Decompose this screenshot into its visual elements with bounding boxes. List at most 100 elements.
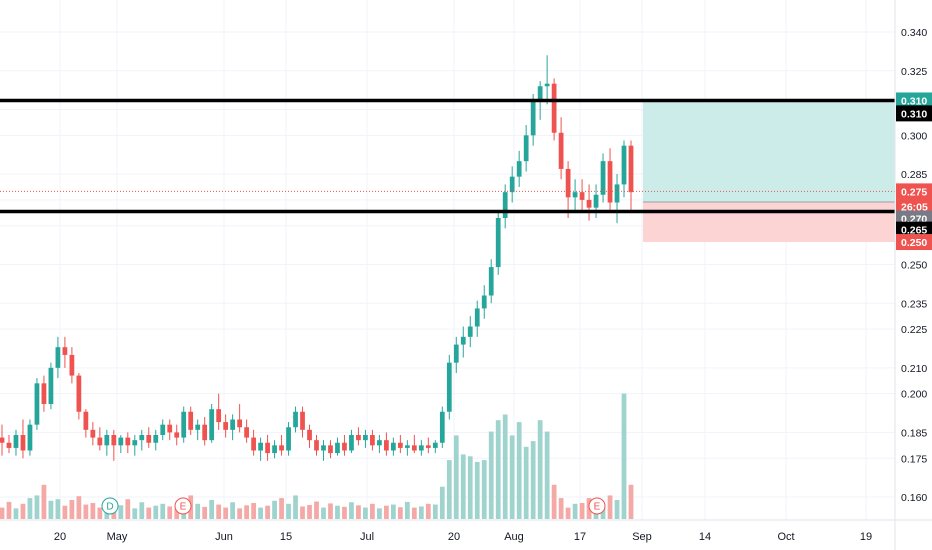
candle-body (286, 427, 291, 451)
candle-body (446, 362, 452, 412)
volume-bar (258, 507, 263, 519)
time-tick-label: Sep (632, 531, 652, 543)
volume-bar (132, 508, 138, 519)
candle-body (90, 429, 96, 438)
volume-bar (0, 507, 5, 519)
volume-bar (391, 504, 396, 519)
volume-bar (216, 504, 222, 519)
volume-bar (439, 486, 445, 519)
volume-bar (621, 393, 627, 519)
candle-body (251, 437, 256, 451)
target-zone (643, 100, 895, 202)
candle-body (544, 83, 550, 87)
candle-body (20, 435, 26, 451)
volume-bar (530, 441, 536, 519)
event-marker (588, 497, 606, 515)
volume-bar (62, 505, 68, 519)
time-tick-label: Aug (504, 531, 524, 543)
candle-body (181, 411, 187, 438)
volume-bar (251, 503, 256, 519)
volume-bar (488, 431, 494, 519)
volume-bar (307, 504, 312, 519)
price-tag-label: 0.310 (901, 108, 927, 120)
price-tag-label: 0.275 (901, 186, 927, 198)
candlesticks (0, 55, 634, 461)
price-tick-label: 0.200 (901, 389, 927, 401)
candle-body (537, 86, 543, 102)
volume-bar (209, 500, 215, 519)
candle-body (279, 445, 284, 451)
candle-body (118, 437, 124, 446)
volume-bar (174, 508, 180, 519)
volume-bar (34, 495, 40, 519)
volume-bar (244, 505, 249, 519)
stop-zone (643, 201, 895, 243)
candle-body (188, 411, 194, 430)
price-tick-label: 0.185 (901, 427, 927, 439)
candle-body (202, 424, 208, 441)
candle-body (586, 199, 592, 208)
candle-body (614, 184, 620, 203)
time-tick-label: 15 (280, 531, 292, 543)
price-tag (896, 183, 932, 200)
candle-body (621, 145, 627, 185)
volume-bar (356, 505, 361, 519)
volume-bar (237, 508, 242, 519)
volume-bars (0, 393, 634, 519)
volume-bar (363, 507, 368, 519)
candle-body (321, 445, 326, 451)
volume-bar (628, 484, 634, 519)
volume-bar (167, 506, 173, 519)
candle-body (418, 445, 424, 451)
candle-body (488, 267, 494, 296)
candle-body (628, 145, 634, 193)
event-marker (174, 497, 192, 515)
volume-bar (551, 484, 557, 519)
candle-body (132, 440, 138, 446)
price-tag (896, 221, 932, 238)
time-tick-label: 19 (860, 531, 872, 543)
candle-body (397, 442, 403, 448)
candle-body (83, 411, 89, 430)
volume-bar (6, 501, 12, 519)
volume-bar (230, 502, 236, 519)
volume-bar (565, 507, 571, 519)
candle-body (495, 218, 501, 268)
candle-body (104, 435, 110, 446)
candle-body (237, 419, 242, 428)
candle-body (125, 437, 131, 446)
candle-body (97, 437, 103, 446)
candle-body (481, 295, 487, 309)
volume-bar (314, 501, 319, 519)
candle-body (523, 135, 529, 162)
volume-bar (328, 503, 333, 519)
candle-body (195, 424, 201, 430)
volume-bar (195, 503, 201, 519)
candle-body (139, 435, 145, 441)
candle-body (335, 442, 340, 454)
volume-bar (335, 505, 340, 519)
price-tick-label: 0.235 (901, 298, 927, 310)
volume-bar (544, 431, 550, 519)
volume-bar (453, 435, 459, 519)
candle-body (13, 435, 19, 448)
volume-bar (13, 508, 19, 519)
volume-bar (48, 500, 54, 519)
price-tag (896, 92, 932, 109)
volume-bar (384, 505, 389, 519)
price-tick-label: 0.285 (901, 169, 927, 181)
candle-body (502, 192, 508, 218)
candle-body (432, 442, 438, 448)
candle-body (342, 442, 347, 451)
price-tick-label: 0.250 (901, 260, 927, 272)
volume-bar (523, 446, 529, 519)
volume-bar (265, 505, 270, 519)
candle-body (167, 424, 173, 433)
time-axis[interactable]: 20 May Jun 15 Jul 20 Aug 17 Sep 14 Oct 19 (54, 531, 872, 543)
horizontal-levels[interactable] (0, 98, 895, 214)
volume-bar (370, 503, 375, 519)
candle-body (474, 308, 480, 327)
